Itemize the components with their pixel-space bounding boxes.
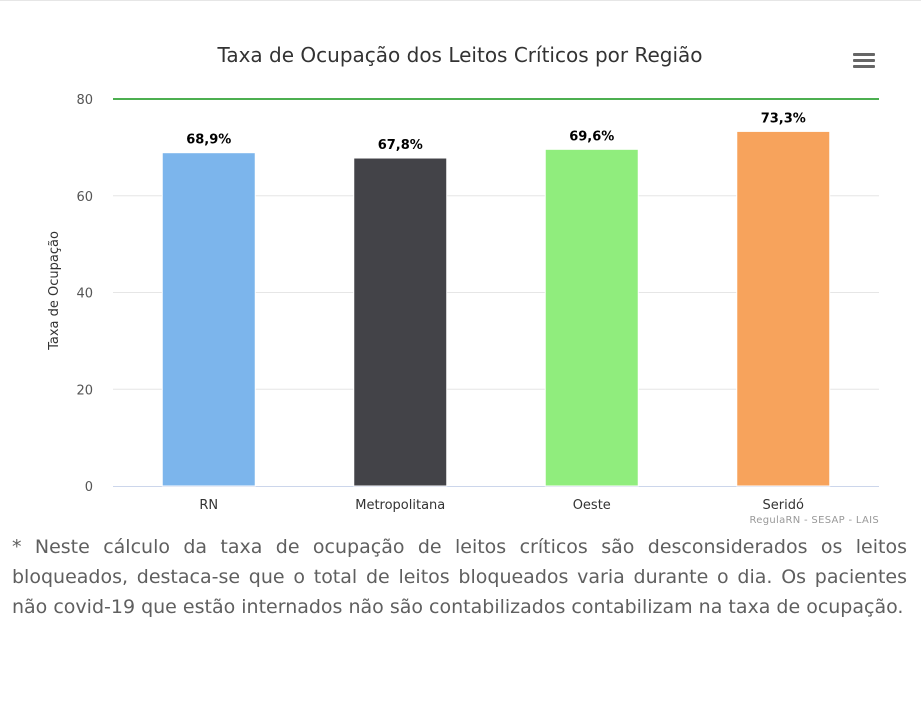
x-tick-label: RN bbox=[199, 498, 218, 513]
x-tick-label: Metropolitana bbox=[355, 498, 445, 513]
x-tick-label: Seridó bbox=[763, 498, 804, 513]
bar-oeste[interactable] bbox=[544, 148, 639, 487]
chart-container: Taxa de Ocupação dos Leitos Críticos por… bbox=[47, 43, 879, 526]
menu-bar bbox=[853, 64, 875, 68]
menu-bar bbox=[853, 58, 875, 62]
y-axis-label: Taxa de Ocupação bbox=[47, 231, 62, 351]
bar-rn[interactable] bbox=[161, 152, 256, 487]
bar-metropolitana[interactable] bbox=[353, 157, 448, 487]
y-tick-label: 40 bbox=[76, 287, 93, 302]
y-tick-label: 60 bbox=[76, 190, 93, 205]
data-label: 67,8% bbox=[378, 138, 423, 153]
y-tick-label: 0 bbox=[85, 480, 93, 495]
bar-seridó[interactable] bbox=[736, 130, 831, 487]
top-divider bbox=[0, 0, 921, 1]
chart-title: Taxa de Ocupação dos Leitos Críticos por… bbox=[216, 43, 702, 67]
bar-chart: Taxa de Ocupação dos Leitos Críticos por… bbox=[47, 43, 879, 513]
menu-bar bbox=[853, 52, 875, 56]
hamburger-menu-icon[interactable] bbox=[850, 48, 878, 72]
y-tick-label: 80 bbox=[76, 93, 93, 108]
y-tick-label: 20 bbox=[76, 383, 93, 398]
data-label: 68,9% bbox=[186, 133, 231, 148]
chart-credits[interactable]: RegulaRN - SESAP - LAIS bbox=[749, 515, 879, 526]
data-label: 69,6% bbox=[569, 129, 614, 144]
footnote-text: * Neste cálculo da taxa de ocupação de l… bbox=[12, 536, 907, 618]
x-tick-label: Oeste bbox=[573, 498, 611, 513]
data-label: 73,3% bbox=[761, 111, 806, 126]
